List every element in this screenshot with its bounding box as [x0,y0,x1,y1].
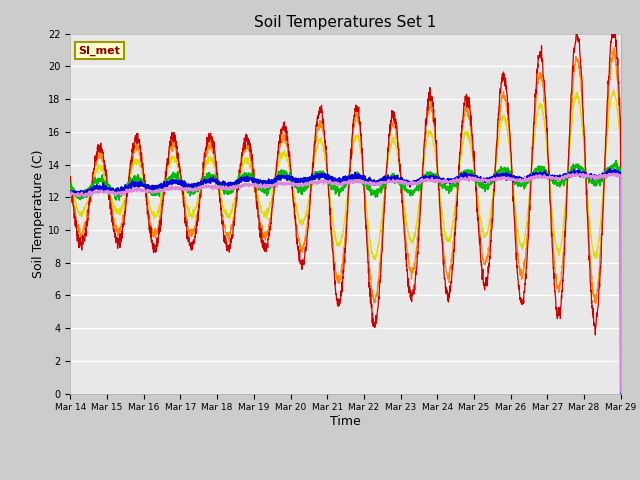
Y-axis label: Soil Temperature (C): Soil Temperature (C) [33,149,45,278]
X-axis label: Time: Time [330,415,361,428]
Text: SI_met: SI_met [79,46,120,56]
Title: Soil Temperatures Set 1: Soil Temperatures Set 1 [255,15,436,30]
Legend: TC1_2Cm, TC1_4Cm, TC1_8Cm, TC1_16Cm, TC1_32Cm, TC1_50Cm: TC1_2Cm, TC1_4Cm, TC1_8Cm, TC1_16Cm, TC1… [109,477,582,480]
